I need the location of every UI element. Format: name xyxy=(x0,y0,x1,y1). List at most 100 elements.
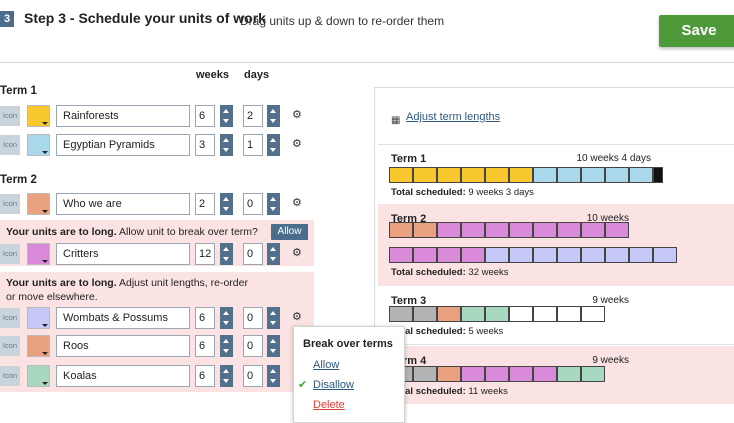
step-number-badge: 3 xyxy=(0,11,14,27)
unit-name-input[interactable]: Who we are xyxy=(56,193,190,215)
unit-name-input[interactable]: Critters xyxy=(56,243,190,265)
weeks-stepper[interactable] xyxy=(220,105,233,127)
chevron-up-icon xyxy=(270,369,276,373)
days-input[interactable]: 1 xyxy=(243,134,263,156)
adjust-term-lengths-link[interactable]: Adjust term lengths xyxy=(406,111,501,123)
weeks-stepper[interactable] xyxy=(220,307,233,329)
unit-icon-placeholder[interactable]: Icon xyxy=(0,308,20,328)
days-stepper[interactable] xyxy=(267,365,280,387)
days-input[interactable]: 0 xyxy=(243,193,263,215)
term-length: 9 weeks xyxy=(592,355,629,366)
week-cell xyxy=(413,306,437,322)
unit-icon-placeholder[interactable]: Icon xyxy=(0,135,20,155)
weeks-input[interactable]: 3 xyxy=(195,134,215,156)
menu-item-disallow[interactable]: Disallow xyxy=(313,379,354,391)
unit-color-picker[interactable] xyxy=(27,335,50,357)
days-stepper[interactable] xyxy=(267,243,280,265)
term-length: 10 weeks 4 days xyxy=(576,153,652,164)
total-scheduled-value: 11 weeks xyxy=(468,386,508,397)
menu-item-allow[interactable]: Allow xyxy=(313,359,340,371)
chevron-down-icon xyxy=(42,122,48,125)
days-input[interactable]: 0 xyxy=(243,335,263,357)
unit-name-input[interactable]: Egyptian Pyramids xyxy=(56,134,190,156)
weeks-input[interactable]: 6 xyxy=(195,105,215,127)
unit-color-picker[interactable] xyxy=(27,134,50,156)
save-button[interactable]: Save xyxy=(659,15,734,47)
week-cell xyxy=(557,222,581,238)
days-stepper[interactable] xyxy=(267,105,280,127)
chevron-up-icon xyxy=(223,247,229,251)
days-stepper[interactable] xyxy=(267,307,280,329)
unit-icon-placeholder[interactable]: Icon xyxy=(0,106,20,126)
unit-color-picker[interactable] xyxy=(27,365,50,387)
warning-line2: or move elsewhere. xyxy=(6,291,98,303)
week-cell xyxy=(389,306,413,322)
days-input[interactable]: 0 xyxy=(243,307,263,329)
week-bar xyxy=(389,366,606,382)
unit-name-input[interactable]: Wombats & Possums xyxy=(56,307,190,329)
week-cell xyxy=(485,366,509,382)
term-name: Term 3 xyxy=(391,295,427,307)
week-cell xyxy=(509,222,533,238)
days-stepper[interactable] xyxy=(267,335,280,357)
days-input[interactable]: 2 xyxy=(243,105,263,127)
unit-row[interactable]: Icon Rainforests 6 2 ⚙ xyxy=(0,105,310,127)
weeks-stepper[interactable] xyxy=(220,243,233,265)
break-over-terms-menu: Break over terms Allow ✔ Disallow Delete xyxy=(293,326,405,423)
unit-icon-placeholder[interactable]: Icon xyxy=(0,336,20,356)
unit-name-input[interactable]: Rainforests xyxy=(56,105,190,127)
weeks-input[interactable]: 6 xyxy=(195,335,215,357)
week-bar xyxy=(389,222,630,238)
week-cell xyxy=(533,247,557,263)
unit-name-input[interactable]: Roos xyxy=(56,335,190,357)
unit-row[interactable]: Icon Who we are 2 0 ⚙ xyxy=(0,193,310,215)
week-cell xyxy=(389,167,413,183)
week-cell xyxy=(533,222,557,238)
unit-icon-placeholder[interactable]: Icon xyxy=(0,366,20,386)
unit-row[interactable]: Icon Wombats & Possums 6 0 ⚙ xyxy=(0,307,310,329)
gear-icon[interactable]: ⚙ xyxy=(292,247,302,259)
unit-color-picker[interactable] xyxy=(27,193,50,215)
gear-icon[interactable]: ⚙ xyxy=(292,109,302,121)
unit-name-input[interactable]: Koalas xyxy=(56,365,190,387)
unit-row[interactable]: Icon Egyptian Pyramids 3 1 ⚙ xyxy=(0,134,310,156)
gear-icon[interactable]: ⚙ xyxy=(292,197,302,209)
chevron-down-icon xyxy=(270,207,276,211)
weeks-input[interactable]: 2 xyxy=(195,193,215,215)
days-stepper[interactable] xyxy=(267,193,280,215)
unit-color-picker[interactable] xyxy=(27,105,50,127)
gear-icon[interactable]: ⚙ xyxy=(292,311,302,323)
chevron-down-icon xyxy=(223,148,229,152)
weeks-input[interactable]: 12 xyxy=(195,243,215,265)
unit-color-picker[interactable] xyxy=(27,243,50,265)
weeks-input[interactable]: 6 xyxy=(195,365,215,387)
week-cell xyxy=(557,306,581,322)
menu-item-delete[interactable]: Delete xyxy=(313,399,345,411)
weeks-input[interactable]: 6 xyxy=(195,307,215,329)
days-stepper[interactable] xyxy=(267,134,280,156)
total-scheduled-label: Total scheduled: xyxy=(391,187,466,198)
days-input[interactable]: 0 xyxy=(243,243,263,265)
gear-icon[interactable]: ⚙ xyxy=(292,138,302,150)
chevron-down-icon xyxy=(223,207,229,211)
weeks-stepper[interactable] xyxy=(220,134,233,156)
unit-color-picker[interactable] xyxy=(27,307,50,329)
days-input[interactable]: 0 xyxy=(243,365,263,387)
unit-row[interactable]: Icon Critters 12 0 ⚙ xyxy=(0,243,310,265)
weeks-stepper[interactable] xyxy=(220,365,233,387)
week-cell xyxy=(461,222,485,238)
weeks-stepper[interactable] xyxy=(220,193,233,215)
weeks-stepper[interactable] xyxy=(220,335,233,357)
week-cell xyxy=(581,366,605,382)
total-scheduled-label: Total scheduled: xyxy=(391,326,466,337)
unit-icon-placeholder[interactable]: Icon xyxy=(0,194,20,214)
total-scheduled-value: 5 weeks xyxy=(468,326,504,337)
allow-break-button[interactable]: Allow xyxy=(271,224,308,240)
chevron-up-icon xyxy=(223,109,229,113)
unit-icon-placeholder[interactable]: Icon xyxy=(0,244,20,264)
week-cell xyxy=(581,167,605,183)
chevron-up-icon xyxy=(223,311,229,315)
total-scheduled-value: 9 weeks 3 days xyxy=(468,187,534,198)
